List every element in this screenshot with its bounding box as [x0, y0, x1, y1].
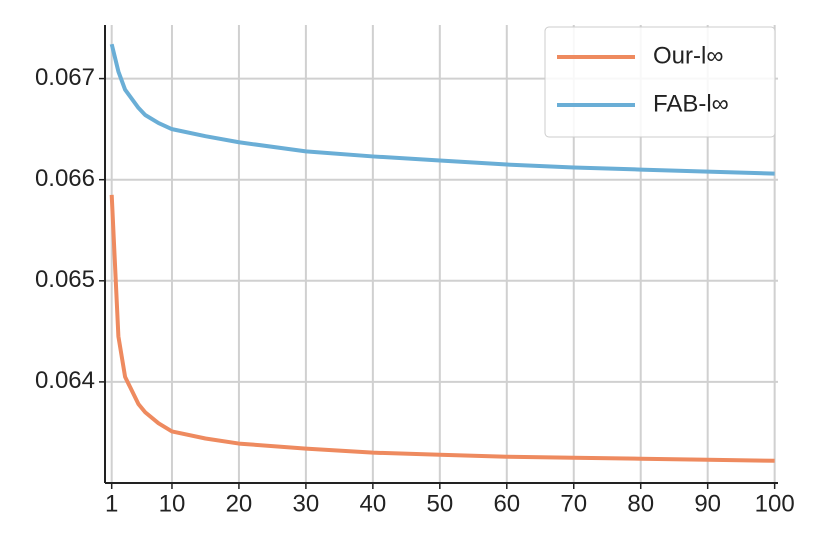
x-tick-label: 20 — [226, 490, 253, 517]
x-tick-label: 30 — [293, 490, 320, 517]
y-tick-label: 0.064 — [35, 367, 95, 394]
x-tick-label: 100 — [755, 490, 795, 517]
x-tick-label: 10 — [159, 490, 186, 517]
x-tick-label: 1 — [105, 490, 118, 517]
y-tick-label: 0.067 — [35, 64, 95, 91]
x-tick-label: 40 — [360, 490, 387, 517]
x-tick-label: 90 — [694, 490, 721, 517]
y-tick-label: 0.065 — [35, 266, 95, 293]
x-tick-label: 70 — [560, 490, 587, 517]
line-series — [109, 194, 775, 463]
line-series — [109, 43, 775, 176]
x-tick-label: 80 — [627, 490, 654, 517]
x-tick-label: 60 — [493, 490, 520, 517]
y-tick-label: 0.066 — [35, 165, 95, 192]
legend-label: Our-l∞ — [653, 42, 723, 69]
legend-label: FAB-l∞ — [653, 90, 729, 117]
x-tick-label: 50 — [426, 490, 453, 517]
legend-frame — [544, 26, 776, 138]
